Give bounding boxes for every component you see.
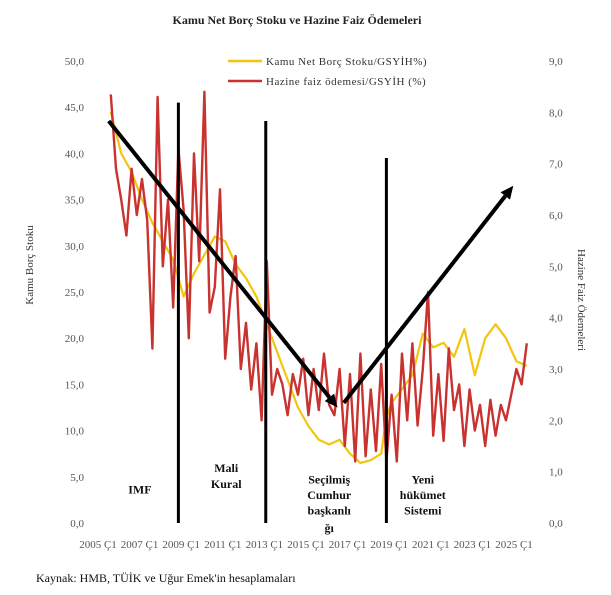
y-tick-label: 20,0	[65, 333, 85, 345]
y2-tick-label: 4,0	[549, 313, 563, 325]
period-annotation: IMF	[128, 482, 151, 496]
series-layer	[109, 90, 528, 464]
y2-tick-label: 3,0	[549, 364, 563, 376]
x-tick-label: 2023 Ç1	[454, 539, 492, 551]
legend: Kamu Net Borç Stoku/GSYİH%) Hazine faiz ö…	[228, 56, 427, 88]
y2-axis-label: Hazine Faiz Ödemeleri	[575, 249, 587, 351]
x-tick-label: 2011 Ç1	[204, 539, 241, 551]
y-tick-label: 45,0	[65, 102, 85, 114]
y2-tick-label: 5,0	[549, 261, 563, 273]
period-annotation: başkanlı	[308, 504, 352, 518]
x-axis: 2005 Ç1 2007 Ç1 2009 Ç1 2011 Ç1 2013 Ç1 2015 …	[79, 539, 533, 551]
chart-title: Kamu Net Borç Stoku ve Hazine Faiz Ödeme…	[173, 13, 423, 27]
period-annotation: Yeni	[411, 472, 434, 486]
y2-tick-label: 2,0	[549, 415, 563, 427]
legend-label: Kamu Net Borç Stoku/GSYİH%)	[266, 56, 427, 68]
series-line-2	[109, 90, 528, 463]
trend-arrows	[107, 119, 514, 408]
right-axis: 0,0 1,0 2,0 3,0 4,0 5,0 6,0 7,0 8,0 9,0	[549, 56, 563, 530]
period-annotation: Kural	[211, 477, 242, 491]
x-tick-label: 2015 Ç1	[287, 539, 325, 551]
period-annotation: Mali	[214, 461, 239, 475]
y2-tick-label: 6,0	[549, 210, 563, 222]
series-line-1	[109, 111, 528, 464]
x-tick-label: 2013 Ç1	[246, 539, 284, 551]
y-tick-label: 35,0	[65, 195, 85, 207]
period-annotations: IMF Mali Kural Seçilmiş Cumhur başkanlı ğı Yeni…	[128, 461, 446, 535]
y2-tick-label: 7,0	[549, 159, 563, 171]
x-tick-label: 2009 Ç1	[162, 539, 200, 551]
trend-arrow-head	[324, 393, 338, 408]
period-annotation: Seçilmiş	[308, 472, 350, 486]
y-tick-label: 25,0	[65, 287, 85, 299]
y-tick-label: 30,0	[65, 241, 85, 253]
y-tick-label: 40,0	[65, 148, 85, 160]
y-tick-label: 10,0	[65, 426, 85, 438]
x-tick-label: 2017 Ç1	[329, 539, 367, 551]
source-note: Kaynak: HMB, TÜİK ve Uğur Emek'in hesapl…	[36, 571, 296, 585]
period-annotation: hükümet	[400, 488, 446, 502]
y-tick-label: 50,0	[65, 56, 85, 68]
y2-tick-label: 9,0	[549, 56, 563, 68]
y-tick-label: 5,0	[70, 472, 84, 484]
period-annotation: ğı	[325, 521, 335, 535]
trend-arrow-shaft	[107, 119, 331, 399]
period-annotation: Cumhur	[307, 488, 352, 502]
trend-arrow-head	[500, 185, 514, 200]
legend-label: Hazine faiz ödemesi/GSYİH (%)	[266, 76, 426, 88]
y-axis-label: Kamu Borç Stoku	[24, 225, 36, 305]
chart: Kamu Net Borç Stoku ve Hazine Faiz Ödeme…	[24, 13, 587, 551]
period-separators	[176, 102, 388, 523]
y2-tick-label: 0,0	[549, 518, 563, 530]
period-annotation: Sistemi	[404, 504, 442, 518]
x-tick-label: 2025 Ç1	[495, 539, 533, 551]
y-tick-label: 15,0	[65, 379, 85, 391]
left-axis: 0,0 5,0 10,0 15,0 20,0 25,0 30,0 35,0 40,0 45,0 50…	[65, 56, 85, 530]
x-tick-label: 2021 Ç1	[412, 539, 450, 551]
x-tick-label: 2007 Ç1	[121, 539, 159, 551]
y-tick-label: 0,0	[70, 518, 84, 530]
x-tick-label: 2019 Ç1	[370, 539, 408, 551]
trend-arrow-shaft	[342, 194, 507, 405]
y2-tick-label: 1,0	[549, 467, 563, 479]
y2-tick-label: 8,0	[549, 107, 563, 119]
x-tick-label: 2005 Ç1	[79, 539, 117, 551]
